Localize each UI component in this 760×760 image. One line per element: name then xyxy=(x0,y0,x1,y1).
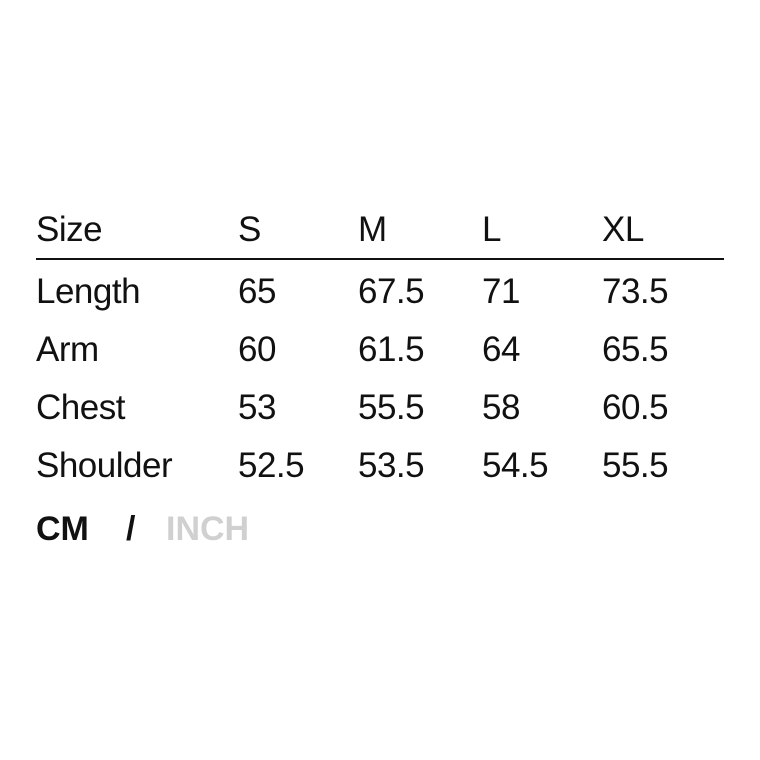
size-chart-table: Size S M L XL Length 65 67.5 71 73.5 Arm… xyxy=(36,206,724,500)
cell: 54.5 xyxy=(482,446,549,485)
header-cell: M xyxy=(358,210,387,249)
header-cell: L xyxy=(482,210,501,249)
row-label: Length xyxy=(36,272,141,311)
unit-cm[interactable]: CM xyxy=(36,510,89,548)
header-cell: Size xyxy=(36,210,103,249)
cell: 67.5 xyxy=(358,272,425,311)
cell: 53.5 xyxy=(358,446,425,485)
table-row: Arm 60 61.5 64 65.5 xyxy=(36,326,724,384)
cell: 55.5 xyxy=(602,446,669,485)
row-label: Shoulder xyxy=(36,446,173,485)
cell: 60 xyxy=(238,330,276,369)
row-label: Chest xyxy=(36,388,125,427)
cell: 61.5 xyxy=(358,330,425,369)
row-label: Arm xyxy=(36,330,99,369)
table-row: Length 65 67.5 71 73.5 xyxy=(36,268,724,326)
header-cell: S xyxy=(238,210,261,249)
table-row: Chest 53 55.5 58 60.5 xyxy=(36,384,724,442)
cell: 65.5 xyxy=(602,330,669,369)
cell: 58 xyxy=(482,388,520,427)
table-header-row: Size S M L XL xyxy=(36,206,724,260)
cell: 64 xyxy=(482,330,520,369)
cell: 53 xyxy=(238,388,276,427)
table-row: Shoulder 52.5 53.5 54.5 55.5 xyxy=(36,442,724,500)
cell: 71 xyxy=(482,272,520,311)
cell: 52.5 xyxy=(238,446,305,485)
cell: 65 xyxy=(238,272,276,311)
cell: 60.5 xyxy=(602,388,669,427)
cell: 55.5 xyxy=(358,388,425,427)
unit-inch[interactable]: INCH xyxy=(166,510,250,548)
unit-separator: / xyxy=(126,510,136,548)
cell: 73.5 xyxy=(602,272,669,311)
header-cell: XL xyxy=(602,210,644,249)
